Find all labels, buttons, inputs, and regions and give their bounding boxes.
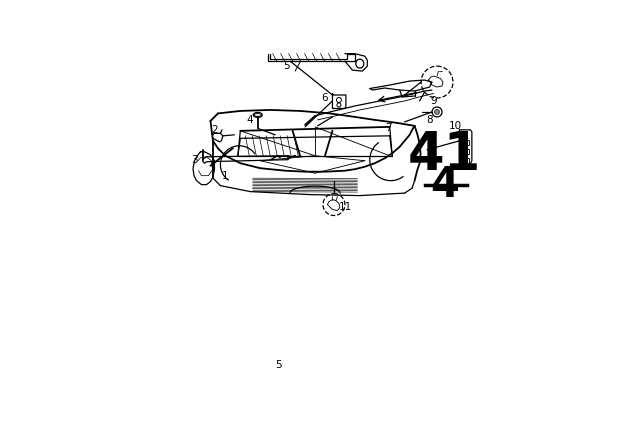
Text: 6: 6 bbox=[322, 94, 328, 103]
Text: 7: 7 bbox=[385, 123, 392, 134]
Text: 9: 9 bbox=[430, 96, 437, 106]
Text: 5: 5 bbox=[283, 61, 289, 71]
Text: 8: 8 bbox=[426, 115, 433, 125]
Text: 10: 10 bbox=[449, 121, 462, 131]
Bar bbox=[461, 149, 469, 154]
Bar bbox=[461, 158, 469, 163]
Text: 2: 2 bbox=[211, 125, 218, 135]
Circle shape bbox=[432, 107, 442, 117]
Circle shape bbox=[435, 109, 440, 114]
Text: 11: 11 bbox=[339, 202, 353, 211]
Text: 3: 3 bbox=[191, 155, 198, 165]
Text: 41: 41 bbox=[408, 129, 481, 181]
Ellipse shape bbox=[253, 112, 262, 117]
Text: 1: 1 bbox=[222, 171, 228, 181]
Text: 5: 5 bbox=[275, 360, 282, 370]
Bar bbox=[461, 140, 469, 145]
Text: 4: 4 bbox=[246, 115, 253, 125]
Text: 4: 4 bbox=[430, 164, 459, 206]
